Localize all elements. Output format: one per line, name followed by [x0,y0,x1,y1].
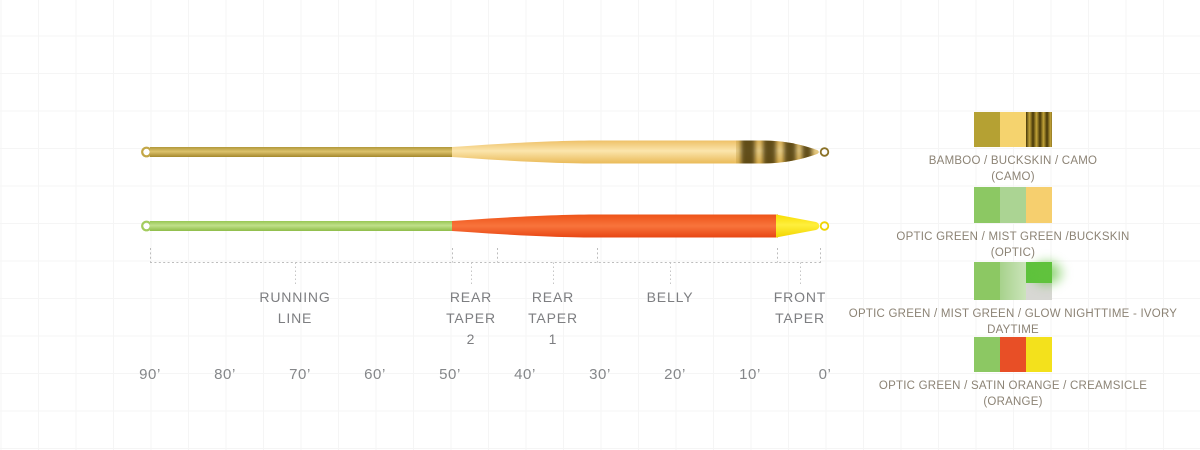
legend-colors-text: OPTIC GREEN / SATIN ORANGE / CREAMSICLE [878,380,1148,392]
camo-line-belly-section [452,140,819,164]
swatch-buckskin-2 [1026,187,1052,223]
scale-tick-70: 70’ [289,366,311,383]
section-bracket [150,248,821,263]
scale-tick-20: 20’ [664,366,686,383]
legend-row-camo: BAMBOO / BUCKSKIN / CAMO (CAMO) [828,112,1198,185]
legend-colors-text: OPTIC GREEN / MIST GREEN /BUCKSKIN [896,231,1130,243]
swatch-optic-green-2 [974,262,1000,300]
camo-line-camo-bands [736,140,819,164]
swatch-satin-orange [1000,337,1026,372]
orange-line-belly-section [452,214,778,238]
orange-line-tip-section [776,214,820,238]
orange-line-front-loop-icon [819,221,830,231]
camo-line [141,140,830,164]
legend-label-orange: OPTIC GREEN / SATIN ORANGE / CREAMSICLE … [828,379,1198,410]
swatch-group-glow [974,249,1076,300]
swatch-group-optic [974,187,1052,223]
scale-tick-40: 40’ [514,366,536,383]
orange-line-running-section [150,221,452,231]
orange-line-rear-loop-icon [141,220,152,232]
scale-tick-10: 10’ [739,366,761,383]
swatch-mist-green [1000,187,1026,223]
legend-row-optic: OPTIC GREEN / MIST GREEN /BUCKSKIN (OPTI… [828,187,1198,261]
section-label-leaders [295,262,801,284]
scale-tick-50: 50’ [439,366,461,383]
swatch-bamboo [974,112,1000,147]
scale-tick-80: 80’ [214,366,236,383]
section-label-front-taper: FRONT TAPER [773,289,827,326]
scale-tick-90: 90’ [139,366,161,383]
swatch-optic-green [974,187,1000,223]
camo-line-running-section [150,147,452,157]
legend-variant-text: (OPTIC) [990,246,1036,259]
section-label-belly: BELLY [646,289,694,305]
scale-tick-60: 60’ [364,366,386,383]
swatch-camo [1026,112,1052,147]
swatch-group-camo [974,112,1052,147]
legend-colors-text: OPTIC GREEN / MIST GREEN / GLOW NIGHTTIM… [848,308,1178,336]
swatch-optic-green-3 [974,337,1000,372]
section-label-rear-taper-2: REAR TAPER 2 [446,289,496,347]
camo-line-front-loop-icon [819,147,830,157]
section-label-rear-taper-1: REAR TAPER 1 [528,289,578,347]
swatch-glow-nighttime-ivory [1026,262,1052,300]
orange-line [141,214,830,238]
legend-label-camo: BAMBOO / BUCKSKIN / CAMO (CAMO) [828,154,1198,185]
legend-variant-text: (CAMO) [991,170,1035,183]
legend-label-optic: OPTIC GREEN / MIST GREEN /BUCKSKIN (OPTI… [828,230,1198,261]
scale-tick-0: 0’ [818,366,832,383]
swatch-mist-green-2 [1000,262,1026,300]
legend-variant-text: (ORANGE) [983,395,1043,408]
swatch-creamsicle [1026,337,1052,372]
swatch-buckskin [1000,112,1026,147]
camo-line-rear-loop-icon [141,146,152,158]
scale-tick-30: 30’ [589,366,611,383]
legend-colors-text: BAMBOO / BUCKSKIN / CAMO [928,155,1098,167]
legend-row-orange: OPTIC GREEN / SATIN ORANGE / CREAMSICLE … [828,337,1198,410]
swatch-group-orange [974,337,1052,372]
section-label-running-line: RUNNING LINE [259,289,331,326]
